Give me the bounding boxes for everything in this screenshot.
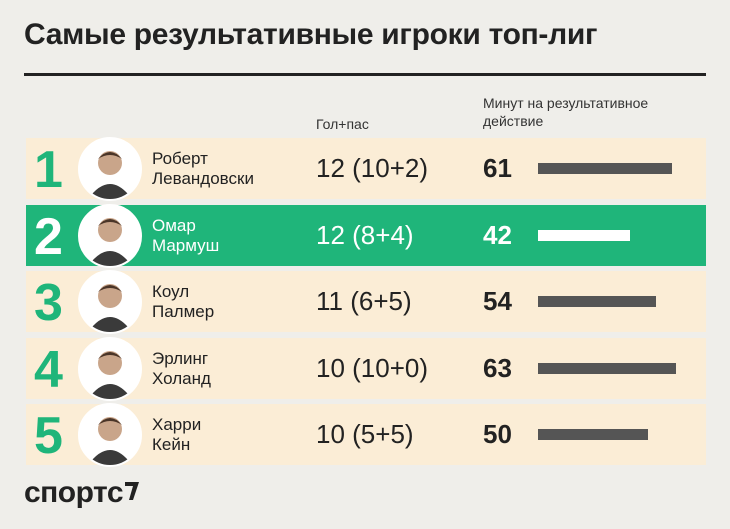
row: 5 Харри Кейн 10 (5+5) 50 — [26, 403, 706, 467]
first-name: Роберт — [152, 149, 208, 168]
avatar-icon — [88, 417, 132, 465]
rank: 1 — [34, 141, 63, 199]
minutes: 61 — [483, 153, 512, 183]
avatar — [78, 337, 142, 401]
last-name: Кейн — [152, 435, 191, 454]
rank: 5 — [34, 407, 63, 465]
minutes-bar — [538, 429, 648, 440]
last-name: Левандовски — [152, 169, 254, 188]
rank: 2 — [34, 208, 63, 266]
avatar — [78, 403, 142, 467]
minutes: 63 — [483, 353, 512, 383]
column-header: Гол+пас — [316, 116, 369, 132]
avatar-icon — [88, 284, 132, 332]
title: Самые результативные игроки топ-лиг — [24, 18, 598, 51]
minutes-bar — [538, 163, 672, 174]
player-name: Роберт Левандовски — [152, 149, 254, 189]
avatar — [78, 270, 142, 334]
goal-assist: 11 (6+5) — [316, 286, 412, 316]
row: 2 Омар Мармуш 12 (8+4) 42 — [26, 204, 706, 268]
divider — [24, 73, 706, 76]
minutes: 50 — [483, 419, 512, 449]
avatar — [78, 137, 142, 201]
row: 3 Коул Палмер 11 (6+5) 54 — [26, 270, 706, 334]
avatar-icon — [88, 151, 132, 199]
player-name: Харри Кейн — [152, 415, 201, 455]
minutes: 42 — [483, 220, 512, 250]
last-name: Палмер — [152, 302, 215, 321]
first-name: Эрлинг — [152, 349, 209, 368]
first-name: Омар — [152, 216, 196, 235]
minutes-bar — [538, 230, 630, 241]
column-header: Минут на результативное действие — [483, 95, 649, 129]
minutes-bar — [538, 296, 657, 307]
minutes: 54 — [483, 286, 512, 316]
avatar-icon — [88, 351, 132, 399]
avatar-icon — [88, 218, 132, 266]
goal-assist: 10 (5+5) — [316, 419, 414, 449]
goal-assist: 12 (8+4) — [316, 220, 414, 250]
logo-text: спортс — [24, 476, 124, 509]
last-name: Холанд — [152, 369, 211, 388]
goal-assist: 10 (10+0) — [316, 353, 429, 383]
row: 4 Эрлинг Холанд 10 (10+0) 63 — [26, 337, 706, 401]
player-name: Коул Палмер — [152, 282, 214, 322]
first-name: Харри — [152, 415, 202, 434]
player-name: Эрлинг Холанд — [152, 349, 211, 389]
rank: 4 — [34, 341, 63, 399]
last-name: Мармуш — [152, 236, 220, 255]
goal-assist: 12 (10+2) — [316, 153, 429, 183]
minutes-bar — [538, 363, 676, 374]
rank: 3 — [34, 274, 63, 332]
avatar — [78, 204, 142, 268]
logo: спортс — [24, 476, 141, 510]
player-name: Омар Мармуш — [152, 216, 219, 256]
first-name: Коул — [152, 282, 190, 301]
row: 1 Роберт Левандовски 12 (10+2) 61 — [26, 137, 706, 201]
logo-mark — [125, 482, 140, 500]
